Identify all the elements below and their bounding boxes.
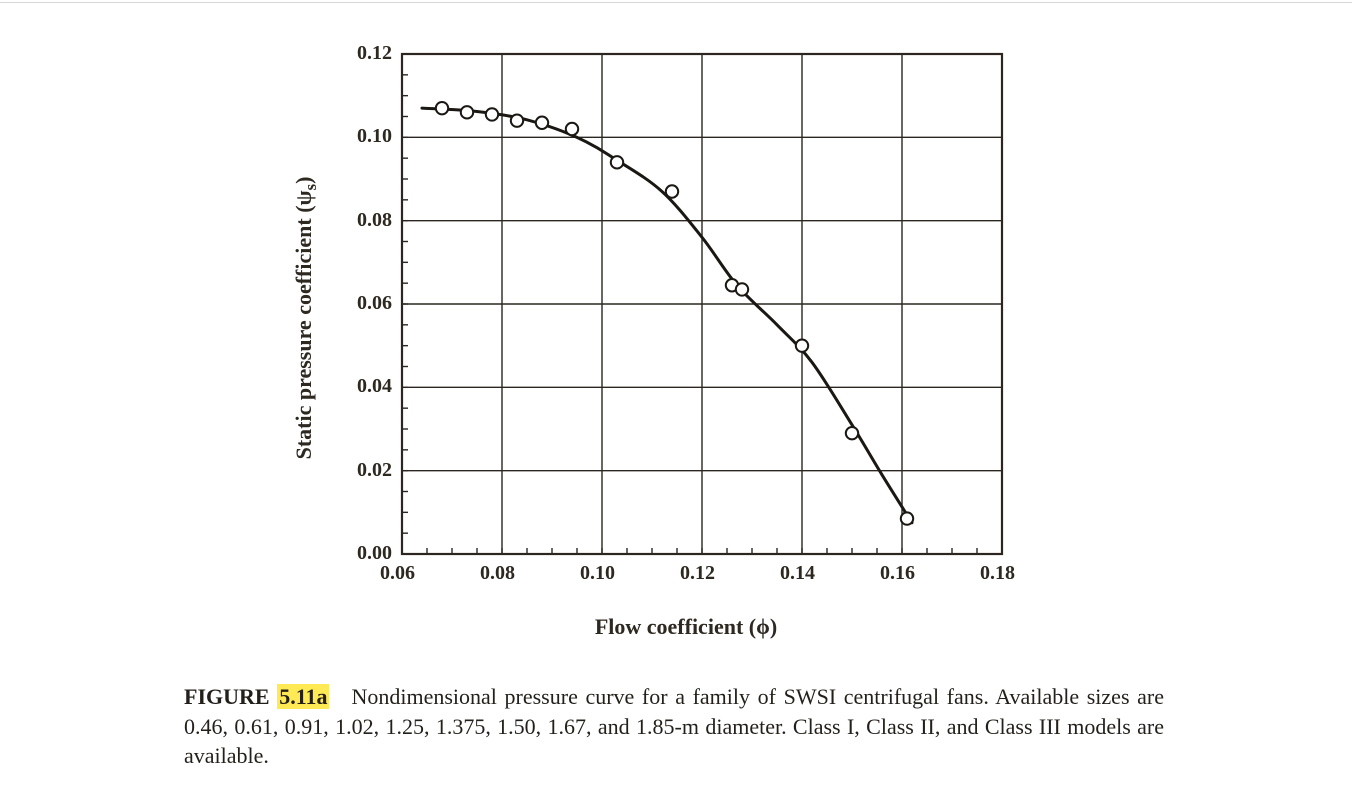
y-tick-label: 0.04 — [357, 375, 392, 398]
y-tick-label: 0.10 — [357, 125, 392, 148]
caption-gap — [329, 684, 351, 709]
x-tick-label: 0.12 — [680, 562, 715, 585]
x-tick-label: 0.14 — [780, 562, 815, 585]
data-marker — [846, 427, 858, 439]
data-marker — [536, 117, 548, 129]
data-marker — [901, 512, 913, 524]
top-rule — [0, 2, 1352, 3]
x-tick-label: 0.06 — [380, 562, 415, 585]
x-tick-label: 0.10 — [580, 562, 615, 585]
y-tick-label: 0.12 — [357, 42, 392, 65]
data-marker — [436, 102, 448, 114]
data-marker — [566, 123, 578, 135]
y-tick-label: 0.02 — [357, 459, 392, 482]
x-axis-label: Flow coefficient (ϕ) — [336, 614, 1036, 640]
y-axis-label-close: ) — [291, 177, 316, 184]
chart — [336, 40, 1036, 600]
chart-svg — [336, 40, 1036, 600]
x-tick-label: 0.16 — [880, 562, 915, 585]
x-tick-label: 0.08 — [480, 562, 515, 585]
y-axis-label-sub: s — [301, 184, 320, 190]
x-tick-label: 0.18 — [980, 562, 1015, 585]
data-marker — [486, 108, 498, 120]
y-tick-label: 0.08 — [357, 209, 392, 232]
figure-caption: FIGURE 5.11a Nondimensional pressure cur… — [184, 682, 1164, 771]
data-marker — [611, 156, 623, 168]
page: Static pressure coefficient (ψs) Flow co… — [0, 0, 1352, 792]
data-marker — [666, 185, 678, 197]
data-marker — [461, 106, 473, 118]
y-axis-label: Static pressure coefficient (ψs) — [291, 177, 321, 460]
caption-lead: FIGURE — [184, 684, 277, 709]
y-tick-label: 0.06 — [357, 292, 392, 315]
data-marker — [511, 114, 523, 126]
data-marker — [796, 339, 808, 351]
y-axis-label-text: Static pressure coefficient (ψ — [291, 190, 316, 459]
data-marker — [736, 283, 748, 295]
caption-number: 5.11a — [277, 684, 329, 709]
